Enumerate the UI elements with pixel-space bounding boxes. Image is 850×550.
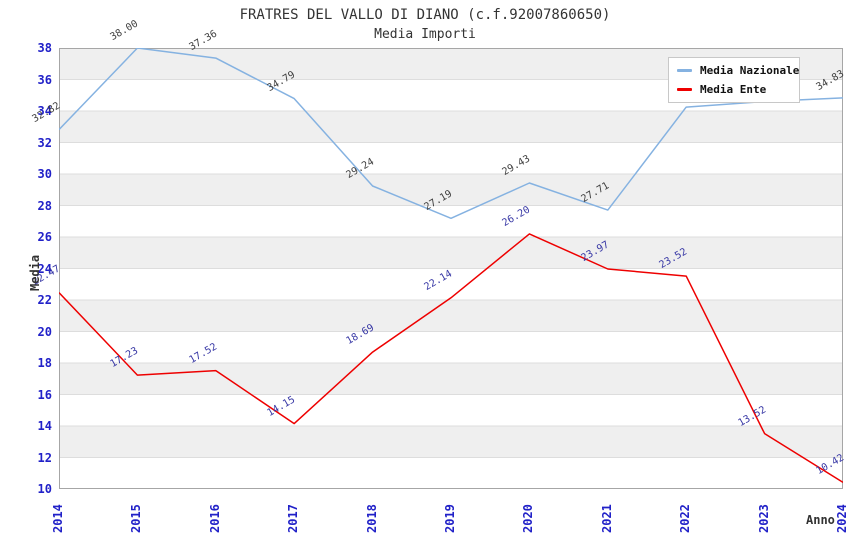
y-tick-label: 10 [37,482,52,496]
x-tick-label: 2016 [207,504,222,533]
x-tick-label: 2022 [678,504,693,533]
plot-band [59,363,843,395]
chart-subtitle: Media Importi [374,27,476,42]
y-tick-label: 34 [37,104,52,118]
y-axis-title: Media [28,254,42,291]
y-tick-label: 36 [37,72,52,87]
x-tick-label: 2024 [835,504,849,533]
series-line-ente [59,233,843,484]
plot-band [59,174,843,206]
y-tick-label: 26 [37,230,52,244]
y-tick-label: 32 [37,135,52,150]
y-tick-label: 20 [37,324,52,339]
x-tick-label: 2021 [599,504,614,533]
x-tick-label: 2017 [286,504,301,533]
ente-line-swatch-icon [677,88,692,91]
plot-band [59,426,843,458]
y-tick-label: 18 [37,356,52,370]
y-tick-label: 12 [37,450,52,465]
legend-item-media-nazionale: Media Nazionale [677,64,799,77]
x-axis-title: Anno [806,513,835,527]
x-tick-label: 2018 [364,504,379,533]
plot-area [59,48,843,489]
x-tick-label: 2019 [443,504,457,533]
x-tick-label: 2014 [51,504,65,533]
nazionale-line-swatch-icon [677,69,692,72]
y-tick-label: 16 [37,387,52,402]
plot-band [59,300,843,332]
plot-band [59,111,843,143]
series-line-nazionale [59,48,843,220]
legend-label: Media Ente [700,83,767,96]
legend-label: Media Nazionale [700,64,800,77]
y-tick-label: 38 [37,41,52,55]
x-tick-label: 2020 [521,504,536,533]
y-tick-label: 14 [37,419,52,433]
y-tick-label: 30 [37,167,52,181]
legend-item-media-ente: Media Ente [677,83,791,96]
y-tick-label: 28 [37,198,52,213]
plot-border [59,48,843,489]
legend: Media Nazionale Media Ente [668,57,800,103]
x-tick-label: 2023 [756,504,771,533]
y-tick-label: 22 [37,293,52,307]
chart-title: FRATRES DEL VALLO DI DIANO (c.f.92007860… [239,7,611,23]
x-tick-label: 2015 [129,504,144,533]
plot-band [59,237,843,269]
y-tick-label: 24 [37,261,52,276]
